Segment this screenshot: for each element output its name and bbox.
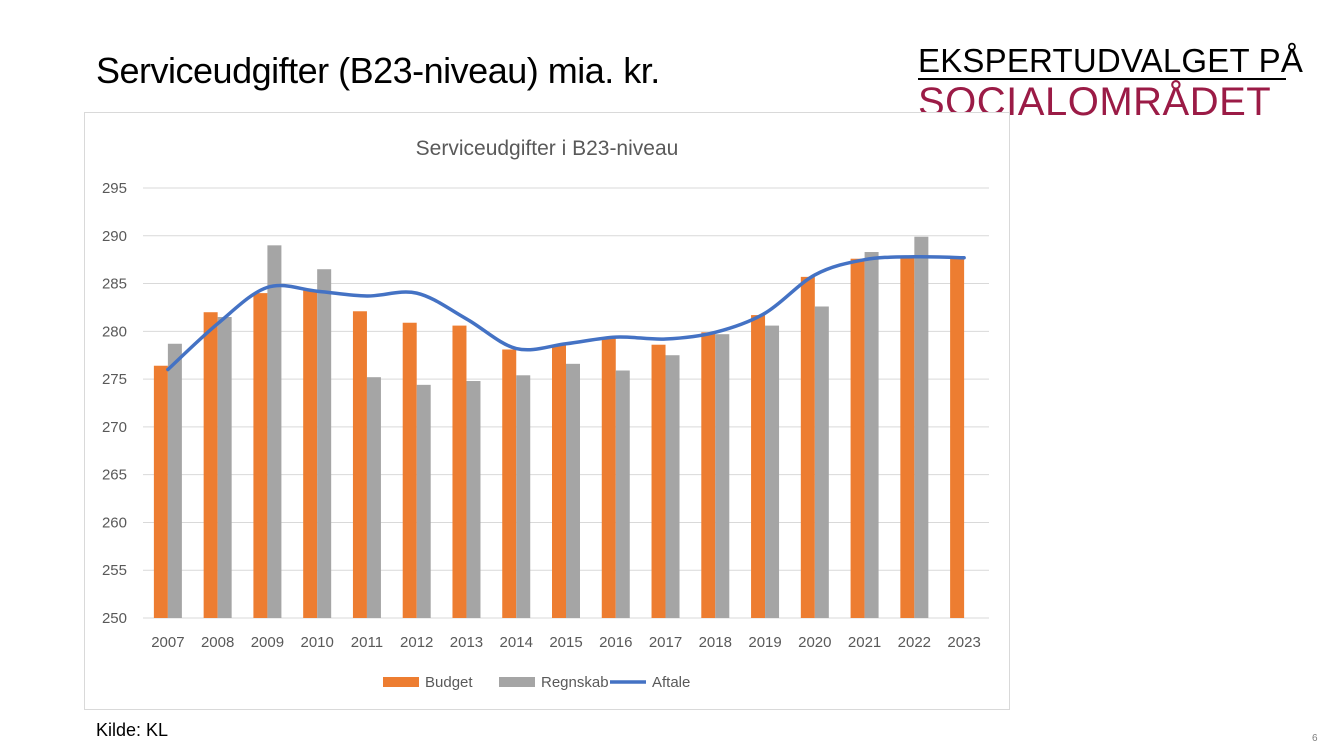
bar-budget-2022 [900,257,915,618]
bar-budget-2009 [253,293,268,618]
x-axis-ticks: 2007 2008 2009 2010 2011 2012 2013 2014 2015 2016… [151,634,981,651]
bar-budget-2021 [850,258,865,618]
bar-regnskab-2009 [267,245,282,619]
x-tick-label: 2011 [351,634,383,651]
bar-budget-2020 [800,276,815,618]
chart-title: Serviceudgifter i B23-niveau [416,137,679,160]
line-aftale [166,254,966,372]
bar-budget-2007 [153,365,168,618]
x-tick-label: 2015 [549,634,582,651]
x-tick-label: 2012 [400,634,433,651]
bar-regnskab-2019 [765,325,780,618]
y-tick-label: 280 [102,323,127,340]
bar-regnskab-2007 [167,343,182,618]
bar-regnskab-2018 [715,334,730,618]
bar-budget-2012 [402,322,417,618]
legend-label: Budget [425,674,473,691]
bar-budget-2008 [203,312,218,618]
x-tick-label: 2013 [450,634,483,651]
x-tick-label: 2022 [898,634,931,651]
bar-regnskab-2020 [814,306,829,618]
y-tick-label: 255 [102,562,127,579]
y-tick-label: 250 [102,610,127,627]
bar-budget-2011 [352,311,367,618]
line-series [166,254,966,372]
bar-regnskab-2014 [516,375,531,618]
slide-title: Serviceudgifter (B23-niveau) mia. kr. [96,50,660,91]
legend-item-regnskab: Regnskab [499,674,609,691]
bar-budget-2010 [303,290,318,618]
bar-regnskab-2010 [317,269,332,618]
bar-budget-2014 [502,349,517,618]
bar-budget-2019 [751,315,766,618]
x-tick-label: 2017 [649,634,682,651]
legend-label: Regnskab [541,674,609,691]
bar-budget-2015 [552,344,566,618]
x-tick-label: 2016 [599,634,632,651]
bar-budget-2017 [651,344,666,618]
y-tick-label: 260 [102,514,127,531]
bar-budget-2016 [601,338,616,618]
x-tick-label: 2023 [947,634,980,651]
x-tick-label: 2019 [748,634,781,651]
legend-swatch-regnskab [499,677,535,687]
bar-budget-2013 [452,325,467,618]
bar-regnskab-2011 [366,377,381,618]
y-tick-label: 290 [102,228,127,245]
x-tick-label: 2007 [151,634,184,651]
x-tick-label: 2009 [251,634,284,651]
legend-label: Aftale [652,674,690,691]
source-note: Kilde: KL [96,720,169,740]
bar-regnskab-2022 [914,236,929,618]
logo-divider [918,78,1286,80]
bar-regnskab-2015 [566,363,580,618]
x-tick-label: 2018 [699,634,732,651]
logo-line-1: EKSPERTUDVALGET PÅ [918,42,1304,79]
x-tick-label: 2008 [201,634,234,651]
bar-regnskab-2021 [864,252,879,618]
y-tick-label: 295 [102,180,127,197]
legend-item-aftale: Aftale [610,674,690,691]
legend-item-budget: Budget [383,674,473,691]
y-tick-label: 275 [102,371,127,388]
legend: Budget Regnskab Aftale [383,674,690,691]
chart-frame: Serviceudgifter i B23-niveau 250 255 260 26… [84,112,1010,710]
bar-budget-2023 [950,258,965,618]
bar-regnskab-2008 [217,317,232,618]
x-tick-label: 2014 [500,634,533,651]
page-number: 6 [1312,733,1318,744]
chart: Serviceudgifter i B23-niveau 250 255 260 26… [102,137,989,691]
bar-budget-2018 [701,332,716,618]
y-tick-label: 285 [102,276,127,293]
bar-regnskab-2012 [416,384,431,618]
y-axis-ticks: 250 255 260 265 270 275 280 285 290 295 [102,180,127,627]
x-tick-label: 2021 [848,634,881,651]
bar-regnskab-2016 [615,370,630,618]
y-tick-label: 265 [102,467,127,484]
x-tick-label: 2010 [300,634,333,651]
y-tick-label: 270 [102,419,127,436]
bar-regnskab-2017 [665,355,680,618]
bars [153,236,965,619]
x-tick-label: 2020 [798,634,831,651]
bar-regnskab-2013 [466,381,481,618]
legend-swatch-budget [383,677,419,687]
